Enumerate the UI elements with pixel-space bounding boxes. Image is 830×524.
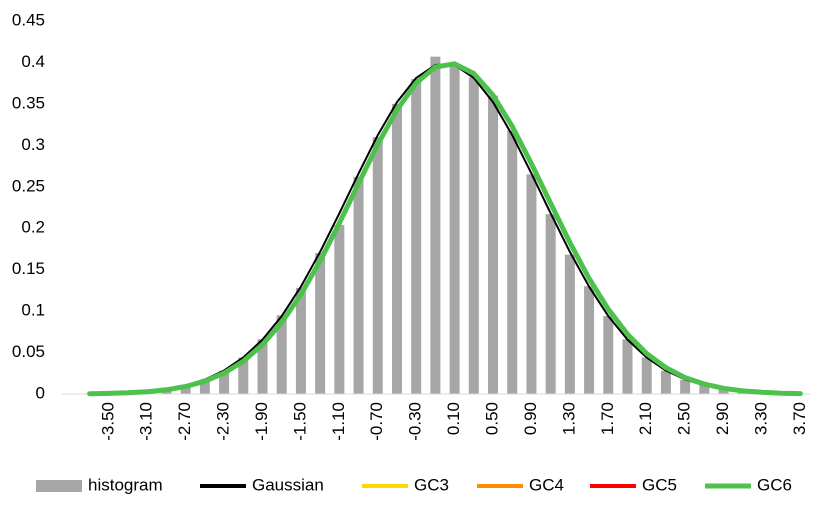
bar — [449, 64, 460, 394]
x-tick-label: 0.50 — [483, 402, 502, 435]
bar — [641, 357, 652, 394]
x-tick-label: -0.70 — [367, 402, 386, 441]
y-tick-label: 0.1 — [21, 301, 45, 320]
x-tick-label: -1.10 — [329, 402, 348, 441]
bar — [199, 379, 210, 394]
legend-swatch — [36, 480, 82, 492]
y-tick-label: 0 — [36, 383, 45, 402]
line — [87, 61, 803, 397]
y-tick-label: 0.45 — [12, 10, 45, 29]
bar — [603, 316, 614, 394]
bar — [219, 370, 230, 394]
line — [88, 62, 802, 396]
x-tick-label: 2.50 — [675, 402, 694, 435]
bar — [468, 77, 479, 394]
bar — [372, 137, 383, 395]
bar — [295, 287, 306, 394]
x-tick-label: -3.50 — [98, 402, 117, 441]
bar — [718, 389, 729, 394]
y-tick-label: 0.35 — [12, 93, 45, 112]
bar — [238, 357, 249, 394]
x-tick-label: -2.70 — [175, 402, 194, 441]
bar — [276, 315, 287, 394]
line — [88, 62, 802, 396]
x-tick-label: 0.90 — [521, 402, 540, 435]
line — [88, 63, 802, 395]
bar — [334, 224, 345, 394]
y-tick-label: 0.2 — [21, 218, 45, 237]
legend-label: GC3 — [414, 475, 449, 494]
legend-label: GC6 — [757, 475, 792, 494]
x-tick-label: 3.30 — [751, 402, 770, 435]
bar — [391, 103, 402, 394]
bar — [315, 253, 326, 394]
bar — [584, 286, 595, 394]
bar — [180, 385, 191, 394]
bar — [699, 384, 710, 394]
line — [88, 62, 802, 396]
legend-label: GC4 — [529, 475, 564, 494]
bar — [680, 379, 691, 394]
bar — [430, 56, 441, 395]
x-tick-label: -2.30 — [214, 402, 233, 441]
bar — [660, 370, 671, 394]
y-tick-label: 0.4 — [21, 52, 45, 71]
x-tick-label: 1.30 — [559, 402, 578, 435]
y-tick-label: 0.3 — [21, 135, 45, 154]
x-tick-label: 0.10 — [444, 402, 463, 435]
bar — [488, 95, 499, 394]
x-tick-label: 2.10 — [636, 402, 655, 435]
bar — [622, 339, 633, 394]
bar — [526, 174, 537, 394]
legend-label: GC5 — [642, 475, 677, 494]
x-tick-label: 3.70 — [790, 402, 809, 435]
y-tick-label: 0.15 — [12, 259, 45, 278]
bar — [545, 214, 556, 394]
bar — [257, 339, 268, 394]
x-tick-label: 2.90 — [713, 402, 732, 435]
y-tick-label: 0.25 — [12, 176, 45, 195]
bar — [353, 176, 364, 394]
x-tick-label: -1.90 — [252, 402, 271, 441]
bar — [411, 79, 422, 395]
x-tick-label: -1.50 — [290, 402, 309, 441]
x-tick-label: -0.30 — [406, 402, 425, 441]
x-tick-label: 1.70 — [598, 402, 617, 435]
y-tick-label: 0.05 — [12, 342, 45, 361]
x-tick-label: -3.10 — [137, 402, 156, 441]
bar — [507, 130, 518, 394]
legend-label: histogram — [88, 475, 163, 494]
bar — [564, 254, 575, 394]
legend-label: Gaussian — [252, 475, 324, 494]
